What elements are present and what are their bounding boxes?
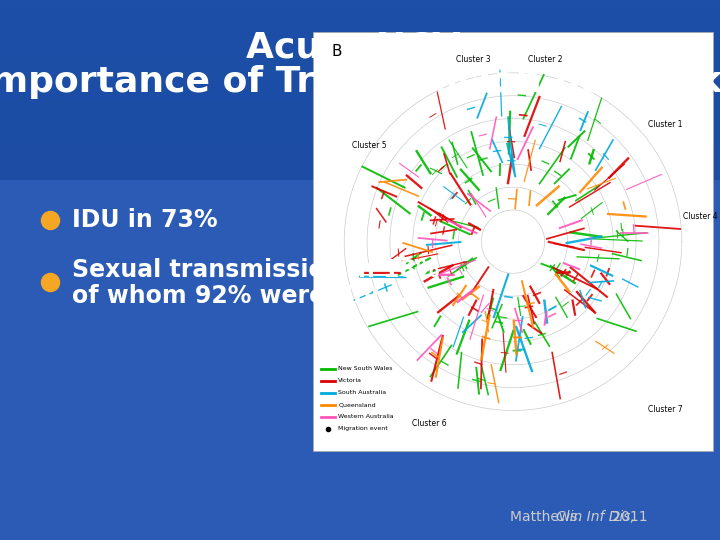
Text: Cluster 4: Cluster 4 — [683, 212, 718, 221]
Text: Cluster 7: Cluster 7 — [647, 404, 682, 414]
Bar — [0, 27, 720, 36]
Bar — [313, 32, 713, 451]
Text: B: B — [331, 44, 342, 59]
Bar — [0, 126, 720, 135]
Text: Migration event: Migration event — [338, 427, 388, 431]
Bar — [0, 135, 720, 144]
Bar — [0, 171, 720, 180]
Bar — [0, 63, 720, 72]
Text: Cluster 2: Cluster 2 — [528, 55, 562, 64]
Text: Acute HCV:: Acute HCV: — [246, 31, 474, 65]
Bar — [0, 45, 720, 54]
Bar — [0, 81, 720, 90]
Bar — [0, 36, 720, 45]
Text: Western Australia: Western Australia — [338, 414, 394, 420]
Bar — [0, 144, 720, 153]
Bar — [0, 162, 720, 171]
Text: Matthews.: Matthews. — [510, 510, 586, 524]
Text: Cluster 5: Cluster 5 — [352, 141, 387, 150]
Bar — [0, 54, 720, 63]
Text: Clin Inf Dis,: Clin Inf Dis, — [556, 510, 635, 524]
Text: Queensland: Queensland — [338, 402, 376, 407]
Text: New South Wales: New South Wales — [338, 367, 392, 372]
Text: Importance of Transmission networks: Importance of Transmission networks — [0, 65, 720, 99]
Bar — [0, 0, 720, 9]
Text: Cluster 3: Cluster 3 — [456, 55, 490, 64]
Text: Sexual transmission in 18%: Sexual transmission in 18% — [72, 258, 440, 282]
Text: Cluster 1: Cluster 1 — [647, 120, 682, 129]
Bar — [0, 90, 720, 99]
Text: Cluster 6: Cluster 6 — [412, 419, 446, 428]
Bar — [0, 0, 720, 180]
Bar — [0, 18, 720, 27]
Bar — [0, 99, 720, 108]
Text: 2011: 2011 — [608, 510, 647, 524]
Bar — [0, 9, 720, 18]
Bar — [0, 72, 720, 81]
Text: South Australia: South Australia — [338, 390, 387, 395]
Bar — [0, 153, 720, 162]
Bar — [0, 117, 720, 126]
Bar — [0, 108, 720, 117]
Text: of whom 92% were HIV+.: of whom 92% were HIV+. — [72, 284, 409, 308]
Text: Victoria: Victoria — [338, 379, 362, 383]
Text: IDU in 73%: IDU in 73% — [72, 208, 217, 232]
